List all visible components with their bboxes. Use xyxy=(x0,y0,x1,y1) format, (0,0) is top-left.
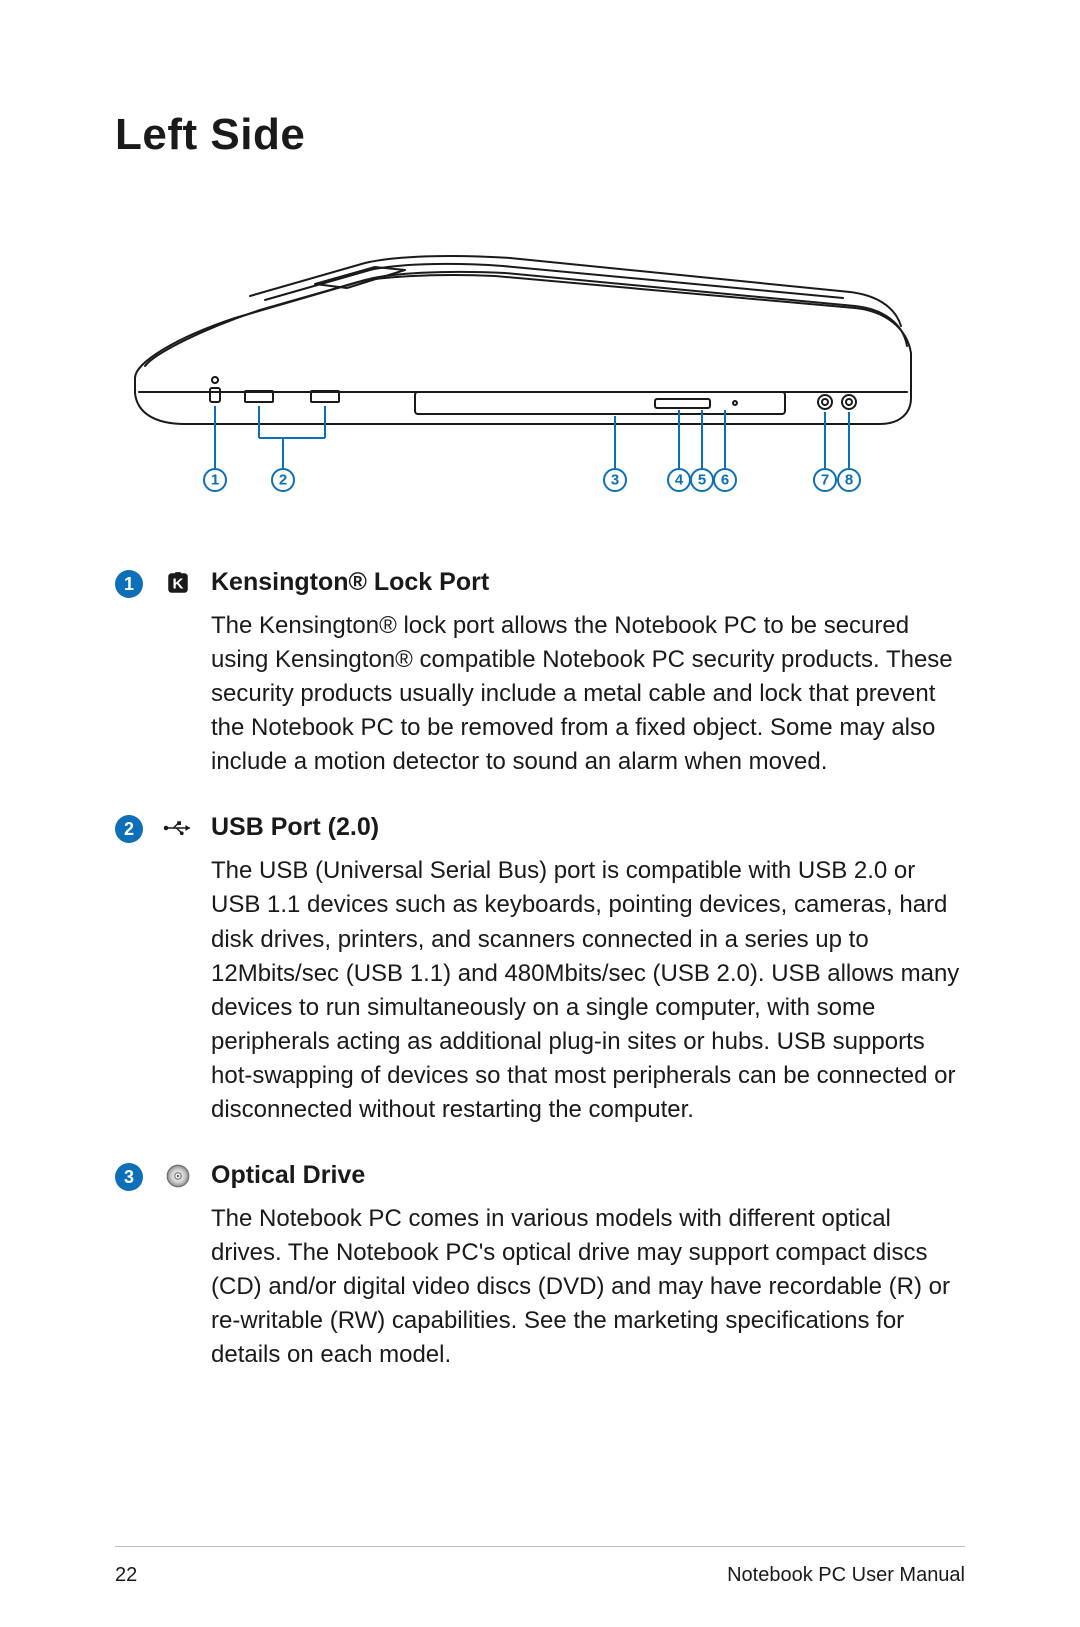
svg-text:5: 5 xyxy=(698,472,706,489)
lock-icon: K xyxy=(163,568,193,598)
svg-text:3: 3 xyxy=(611,472,619,489)
callout-badges: 1 2 3 4 5 6 7 8 xyxy=(204,469,860,491)
svg-text:1: 1 xyxy=(211,472,219,489)
disc-icon xyxy=(163,1161,193,1191)
item-number-badge: 2 xyxy=(115,815,143,843)
svg-text:7: 7 xyxy=(821,472,829,489)
laptop-side-svg: 1 2 3 4 5 6 7 8 xyxy=(115,188,935,498)
item-body: Optical Drive The Notebook PC comes in v… xyxy=(211,1161,965,1372)
svg-text:8: 8 xyxy=(845,472,853,489)
svg-text:4: 4 xyxy=(675,472,684,489)
item-body: USB Port (2.0) The USB (Universal Serial… xyxy=(211,813,965,1127)
item-title: USB Port (2.0) xyxy=(211,813,965,842)
usb-icon xyxy=(163,813,193,843)
item-number-badge: 3 xyxy=(115,1163,143,1191)
footer-text: Notebook PC User Manual xyxy=(727,1564,965,1587)
svg-text:6: 6 xyxy=(721,472,729,489)
item-title: Optical Drive xyxy=(211,1161,965,1190)
item-body: Kensington® Lock Port The Kensington® lo… xyxy=(211,568,965,779)
footer-rule xyxy=(115,1546,965,1547)
page-number: 22 xyxy=(115,1564,137,1587)
item-description: The USB (Universal Serial Bus) port is c… xyxy=(211,854,965,1127)
svg-text:2: 2 xyxy=(279,472,287,489)
page-footer: 22 Notebook PC User Manual xyxy=(115,1564,965,1587)
item-description: The Kensington® lock port allows the Not… xyxy=(211,609,965,779)
item-description: The Notebook PC comes in various models … xyxy=(211,1202,965,1372)
laptop-diagram: 1 2 3 4 5 6 7 8 xyxy=(115,188,965,498)
item-list: 1 K Kensington® Lock Port The Kensington… xyxy=(115,568,965,1372)
item-number-badge: 1 xyxy=(115,570,143,598)
list-item: 2 USB Port (2.0) The USB (Universal Seri… xyxy=(115,813,965,1127)
page-title: Left Side xyxy=(115,110,965,160)
manual-page: Left Side xyxy=(0,0,1080,1627)
list-item: 1 K Kensington® Lock Port The Kensington… xyxy=(115,568,965,779)
item-title: Kensington® Lock Port xyxy=(211,568,965,597)
svg-text:K: K xyxy=(173,576,184,593)
list-item: 3 Optical Drive The xyxy=(115,1161,965,1372)
